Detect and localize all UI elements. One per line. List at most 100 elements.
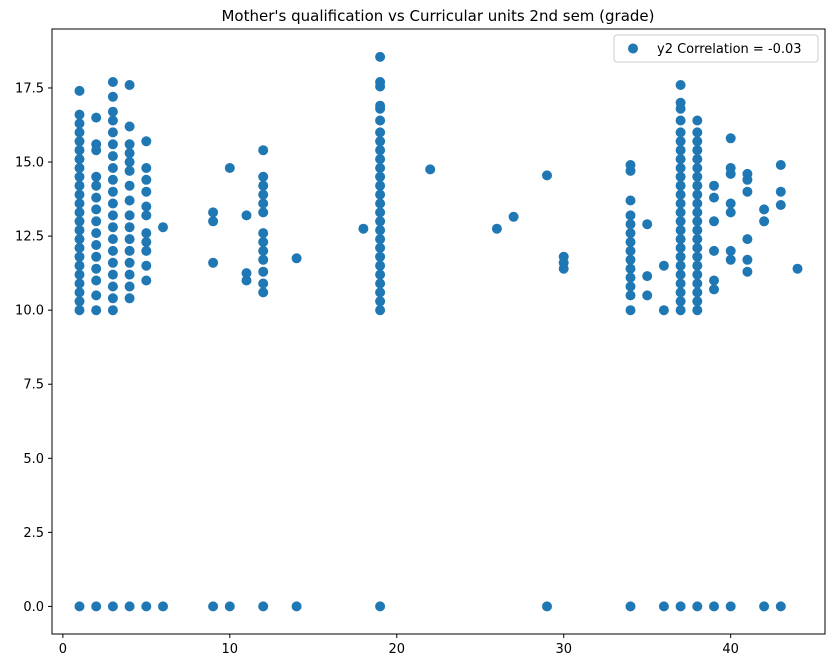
data-point: [675, 145, 686, 156]
data-point: [258, 278, 269, 289]
data-point: [375, 127, 386, 138]
data-point: [74, 127, 85, 138]
data-point: [625, 210, 636, 221]
y-tick-label: 5.0: [23, 452, 44, 467]
data-point: [692, 251, 703, 262]
data-point: [775, 200, 786, 210]
data-point: [208, 601, 219, 612]
data-point: [91, 305, 102, 316]
data-point: [74, 225, 85, 236]
data-point: [124, 165, 135, 176]
data-point: [124, 139, 135, 150]
data-point: [107, 293, 118, 304]
data-point: [258, 245, 269, 256]
data-point: [709, 275, 719, 286]
data-point: [625, 245, 636, 256]
data-point: [759, 204, 770, 215]
data-point: [124, 269, 135, 280]
data-point: [725, 133, 736, 144]
y-tick-label: 17.5: [15, 81, 44, 96]
data-point: [107, 305, 118, 316]
data-point: [709, 180, 719, 191]
data-point: [74, 278, 85, 289]
data-point: [775, 601, 786, 612]
data-point: [675, 207, 686, 218]
data-point: [141, 201, 152, 212]
data-point: [141, 228, 152, 239]
data-point: [124, 234, 135, 245]
data-point: [124, 80, 135, 90]
data-point: [107, 257, 118, 268]
data-point: [74, 251, 85, 262]
data-point: [74, 109, 85, 120]
data-point: [107, 106, 118, 117]
data-point: [709, 192, 719, 203]
data-point: [91, 251, 102, 262]
data-point: [692, 127, 703, 138]
data-point: [258, 207, 269, 218]
data-point: [91, 139, 102, 150]
legend: y2 Correlation = -0.03: [613, 34, 819, 63]
y-tick-label: 7.5: [23, 378, 44, 393]
data-point: [107, 151, 118, 162]
data-point: [258, 287, 269, 298]
data-point: [675, 234, 686, 245]
data-point: [91, 601, 102, 612]
data-point: [425, 164, 436, 175]
data-point: [107, 210, 118, 221]
data-point: [542, 170, 552, 181]
data-point: [91, 192, 102, 203]
data-point: [74, 207, 85, 218]
data-point: [124, 148, 135, 159]
data-point: [258, 237, 269, 247]
data-point: [124, 257, 135, 268]
data-point: [675, 601, 686, 612]
data-point: [258, 180, 269, 191]
data-point: [375, 207, 386, 218]
data-point: [775, 186, 786, 197]
data-point: [675, 198, 686, 209]
legend-marker: [628, 43, 638, 54]
data-point: [692, 189, 703, 200]
data-point: [91, 216, 102, 227]
data-point: [675, 296, 686, 307]
data-point: [709, 245, 719, 256]
data-point: [508, 211, 519, 222]
data-point: [675, 216, 686, 227]
x-tick-label: 30: [555, 642, 572, 657]
data-point: [658, 260, 669, 271]
data-point: [141, 163, 152, 173]
data-point: [124, 281, 135, 292]
data-point: [375, 251, 386, 262]
data-point: [675, 127, 686, 138]
data-point: [675, 171, 686, 182]
data-point: [725, 207, 736, 218]
data-point: [375, 171, 386, 182]
data-point: [675, 180, 686, 191]
x-tick-label: 10: [222, 642, 239, 657]
data-point: [141, 174, 152, 185]
data-point: [141, 275, 152, 286]
data-point: [692, 216, 703, 227]
data-point: [792, 263, 803, 274]
data-point: [107, 139, 118, 150]
data-point: [692, 234, 703, 245]
data-point: [625, 195, 636, 206]
data-point: [675, 189, 686, 200]
data-point: [375, 225, 386, 236]
data-point: [107, 77, 118, 87]
data-point: [91, 263, 102, 274]
data-point: [258, 266, 269, 277]
data-point: [74, 180, 85, 191]
data-point: [625, 254, 636, 265]
data-point: [375, 154, 386, 165]
data-point: [625, 305, 636, 316]
data-point: [675, 154, 686, 165]
data-point: [675, 225, 686, 236]
data-point: [375, 287, 386, 298]
data-point: [124, 222, 135, 233]
data-point: [141, 210, 152, 221]
data-point: [692, 269, 703, 280]
data-point: [375, 234, 386, 245]
data-point: [375, 163, 386, 173]
